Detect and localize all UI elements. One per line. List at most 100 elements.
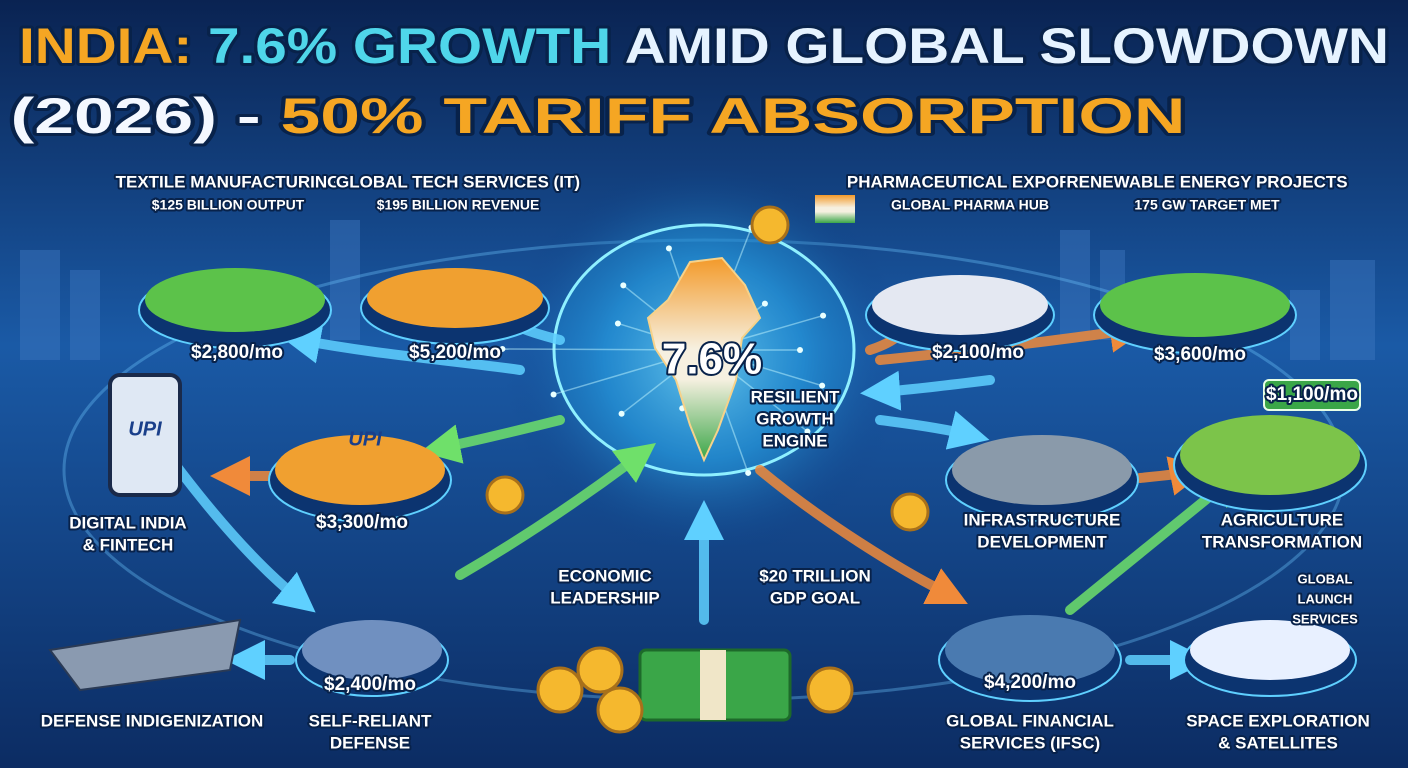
- price-badge: [1263, 379, 1361, 411]
- platform: [145, 268, 325, 332]
- platform: [872, 275, 1048, 335]
- platform: [945, 615, 1115, 685]
- platform: [1100, 273, 1290, 337]
- node-label: ECONOMIC: [558, 566, 652, 585]
- node-label: GLOBAL FINANCIAL: [946, 711, 1114, 730]
- node-detail: SERVICES: [1292, 611, 1358, 626]
- neuron: [550, 391, 557, 398]
- node-label: TRANSFORMATION: [1202, 532, 1362, 551]
- node-label: PHARMACEUTICAL EXPORTS: [847, 172, 1093, 191]
- neuron: [819, 382, 826, 389]
- node-label: DEFENSE INDIGENIZATION: [41, 711, 264, 730]
- coin: [576, 646, 624, 694]
- node-label: SPACE EXPLORATION: [1186, 711, 1370, 730]
- node-detail: LAUNCH: [1298, 591, 1353, 606]
- title-part: (2026) -: [11, 88, 261, 144]
- platform: [367, 268, 543, 328]
- node-price: $2,100/mo: [932, 342, 1024, 363]
- platform: [302, 620, 442, 680]
- node-price: $1,100/mo: [1266, 384, 1358, 405]
- neuron: [620, 282, 627, 289]
- flow-arrow: [455, 443, 657, 580]
- money-band: [700, 650, 726, 720]
- node-detail: $125 BILLION OUTPUT: [152, 197, 305, 213]
- neuron: [614, 320, 621, 327]
- center-label: ENGINE: [762, 431, 827, 450]
- node-label: & FINTECH: [83, 535, 174, 554]
- platform: [1190, 620, 1350, 680]
- neuron: [745, 469, 752, 476]
- node-label: DEVELOPMENT: [977, 532, 1107, 551]
- node-detail: 175 GW TARGET MET: [1134, 197, 1280, 213]
- node-price: $5,200/mo: [409, 342, 501, 363]
- flow-arrow: [280, 324, 525, 375]
- title-line-2: (2026) - 50% TARIFF ABSORPTION: [11, 88, 1186, 144]
- labels: TEXTILE MANUFACTURING $125 BILLION OUTPUT…: [39, 170, 1372, 754]
- flow-arrow: [875, 313, 1150, 365]
- title-line-1: INDIA: 7.6% GROWTH AMID GLOBAL SLOWDOWN: [19, 18, 1389, 74]
- coin: [596, 686, 644, 734]
- node-detail: GLOBAL: [1298, 571, 1353, 586]
- node-label: LEADERSHIP: [550, 588, 660, 607]
- coin: [485, 475, 525, 515]
- center-label: GROWTH: [756, 409, 833, 428]
- node-detail: GLOBAL PHARMA HUB: [891, 197, 1049, 213]
- node-price: $3,600/mo: [1154, 344, 1246, 365]
- flow-arrow: [755, 465, 968, 604]
- node-price: $2,400/mo: [324, 674, 416, 695]
- building: [1330, 260, 1375, 360]
- node-label: DEFENSE: [330, 733, 410, 752]
- node-label: RENEWABLE ENERGY PROJECTS: [1066, 172, 1347, 191]
- neuron: [804, 428, 811, 435]
- node-detail: $195 BILLION REVENUE: [377, 197, 540, 213]
- center-value: 7.6%: [662, 335, 762, 384]
- phone: [108, 373, 182, 497]
- neuron: [665, 245, 672, 252]
- neuron: [820, 312, 827, 319]
- building: [330, 220, 360, 340]
- neuron: [797, 347, 803, 353]
- node-label: $20 TRILLION: [759, 566, 870, 585]
- coin: [750, 205, 790, 245]
- center-label: RESILIENT: [751, 387, 840, 406]
- node-label: & SATELLITES: [1218, 733, 1338, 752]
- node-price: $4,200/mo: [984, 672, 1076, 693]
- node-label: INFRASTRUCTURE: [964, 510, 1121, 529]
- title-part: AMID GLOBAL SLOWDOWN: [625, 18, 1389, 74]
- title-part: 50% TARIFF ABSORPTION: [281, 88, 1186, 144]
- building: [1290, 290, 1320, 360]
- platform: [952, 435, 1132, 505]
- upi-badge: UPI: [128, 418, 162, 440]
- building: [20, 250, 60, 360]
- node-price: $2,800/mo: [191, 342, 283, 363]
- platform: [275, 435, 445, 505]
- title-part: INDIA:: [19, 18, 192, 74]
- node-label: AGRICULTURE: [1221, 510, 1343, 529]
- coin: [536, 666, 584, 714]
- title-part: 7.6% GROWTH: [208, 18, 611, 74]
- node-label: SERVICES (IFSC): [960, 733, 1100, 752]
- node-label: TEXTILE MANUFACTURING: [116, 172, 341, 191]
- node-price: $3,300/mo: [316, 512, 408, 533]
- coin: [890, 492, 930, 532]
- ship: [48, 618, 242, 692]
- building: [70, 270, 100, 360]
- upi-badge: UPI: [348, 428, 382, 450]
- node-label: GDP GOAL: [770, 588, 860, 607]
- platform: [1180, 415, 1360, 495]
- flow-arrow: [420, 415, 565, 464]
- coin: [806, 666, 854, 714]
- neuron: [618, 410, 625, 417]
- node-label: DIGITAL INDIA: [69, 513, 186, 532]
- india-map: [646, 256, 762, 463]
- decoration: [20, 160, 1375, 734]
- neuron: [761, 300, 768, 307]
- node-label: GLOBAL TECH SERVICES (IT): [336, 172, 580, 191]
- flow-arrow: [860, 370, 995, 411]
- flag: [815, 195, 855, 223]
- neuron: [499, 345, 506, 352]
- node-label: SELF-RELIANT: [309, 711, 432, 730]
- flow-arrow: [875, 410, 990, 450]
- building: [1060, 230, 1090, 340]
